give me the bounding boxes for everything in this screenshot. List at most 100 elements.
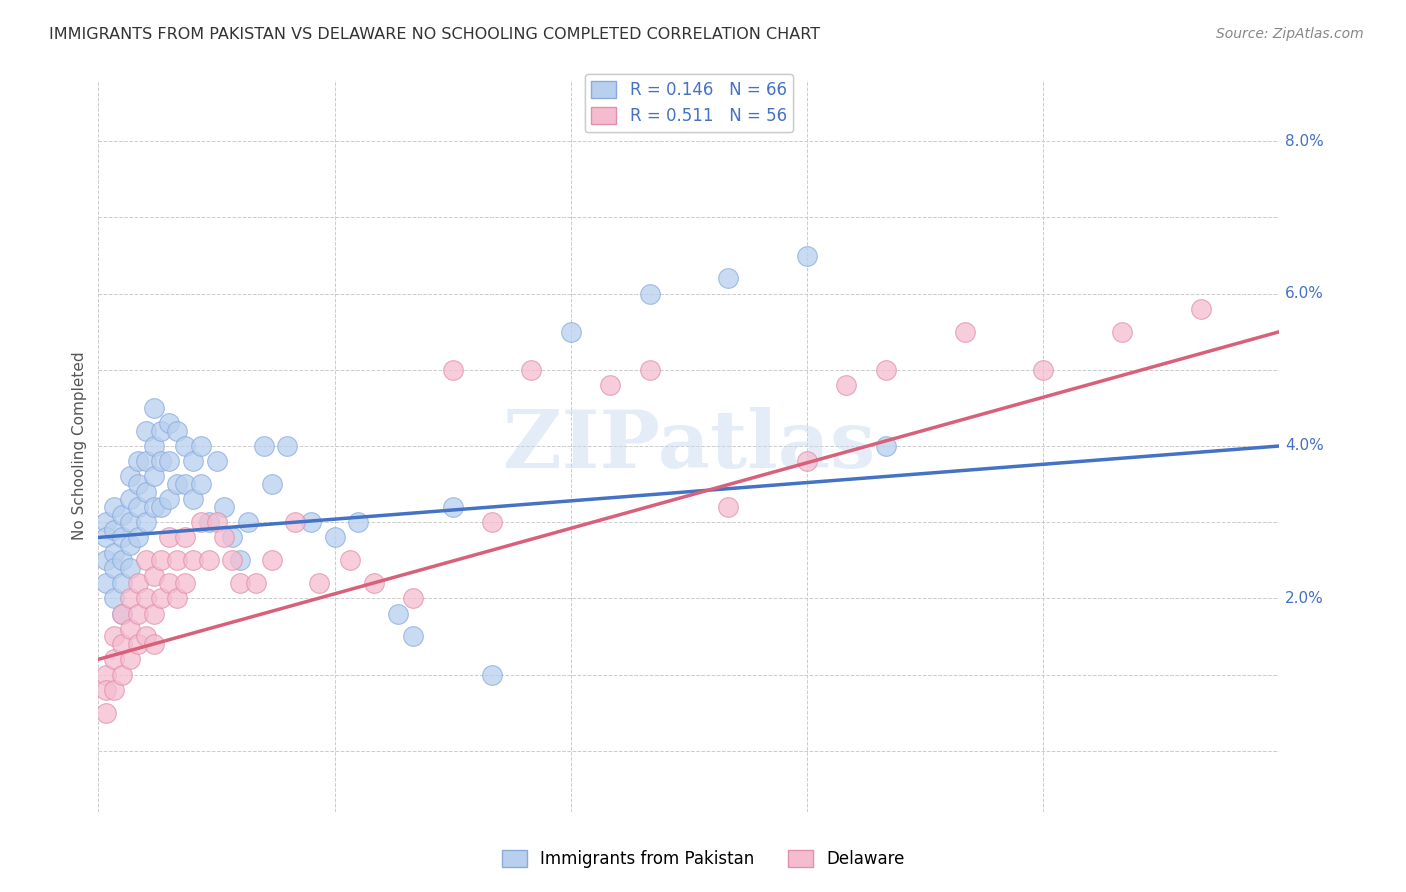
Point: [481, 667, 503, 681]
Point: [387, 607, 409, 621]
Point: [197, 515, 219, 529]
Point: [103, 500, 125, 514]
Point: [157, 416, 180, 430]
Point: [118, 469, 141, 483]
Point: [127, 637, 149, 651]
Point: [150, 424, 173, 438]
Point: [127, 500, 149, 514]
Point: [111, 530, 134, 544]
Point: [166, 591, 188, 606]
Point: [118, 652, 141, 666]
Point: [166, 477, 188, 491]
Point: [190, 515, 212, 529]
Point: [127, 530, 149, 544]
Point: [166, 424, 188, 438]
Point: [260, 553, 283, 567]
Point: [96, 706, 118, 720]
Point: [717, 271, 740, 285]
Point: [118, 538, 141, 552]
Point: [96, 553, 118, 567]
Point: [103, 546, 125, 560]
Point: [127, 607, 149, 621]
Legend: R = 0.146   N = 66, R = 0.511   N = 56: R = 0.146 N = 66, R = 0.511 N = 56: [585, 74, 793, 132]
Point: [166, 553, 188, 567]
Point: [174, 477, 197, 491]
Point: [118, 561, 141, 575]
Point: [638, 286, 661, 301]
Point: [103, 523, 125, 537]
Point: [221, 553, 243, 567]
Point: [1032, 363, 1054, 377]
Point: [135, 591, 157, 606]
Point: [150, 553, 173, 567]
Point: [174, 530, 197, 544]
Point: [118, 591, 141, 606]
Point: [111, 607, 134, 621]
Text: Source: ZipAtlas.com: Source: ZipAtlas.com: [1216, 27, 1364, 41]
Text: ZIPatlas: ZIPatlas: [503, 407, 875, 485]
Point: [142, 568, 165, 582]
Point: [150, 500, 173, 514]
Point: [599, 378, 621, 392]
Point: [229, 576, 252, 591]
Point: [135, 553, 157, 567]
Point: [181, 492, 204, 507]
Point: [402, 591, 425, 606]
Legend: Immigrants from Pakistan, Delaware: Immigrants from Pakistan, Delaware: [495, 843, 911, 875]
Point: [260, 477, 283, 491]
Text: 8.0%: 8.0%: [1285, 134, 1324, 149]
Point: [96, 667, 118, 681]
Point: [796, 248, 818, 262]
Point: [135, 515, 157, 529]
Point: [717, 500, 740, 514]
Point: [157, 530, 180, 544]
Point: [441, 500, 464, 514]
Point: [103, 561, 125, 575]
Point: [253, 439, 276, 453]
Point: [127, 576, 149, 591]
Point: [111, 667, 134, 681]
Point: [142, 469, 165, 483]
Point: [135, 454, 157, 468]
Point: [118, 515, 141, 529]
Point: [875, 439, 897, 453]
Point: [308, 576, 330, 591]
Point: [96, 682, 118, 697]
Point: [96, 576, 118, 591]
Point: [96, 530, 118, 544]
Point: [150, 591, 173, 606]
Point: [481, 515, 503, 529]
Point: [157, 576, 180, 591]
Point: [96, 515, 118, 529]
Point: [236, 515, 259, 529]
Point: [276, 439, 298, 453]
Point: [111, 508, 134, 522]
Point: [111, 637, 134, 651]
Point: [135, 424, 157, 438]
Point: [174, 576, 197, 591]
Point: [205, 515, 228, 529]
Point: [142, 401, 165, 415]
Point: [118, 492, 141, 507]
Point: [638, 363, 661, 377]
Point: [197, 553, 219, 567]
Point: [245, 576, 267, 591]
Point: [1111, 325, 1133, 339]
Point: [103, 682, 125, 697]
Point: [323, 530, 346, 544]
Point: [796, 454, 818, 468]
Point: [157, 454, 180, 468]
Point: [103, 652, 125, 666]
Point: [127, 477, 149, 491]
Text: 6.0%: 6.0%: [1285, 286, 1324, 301]
Point: [174, 439, 197, 453]
Point: [835, 378, 858, 392]
Point: [402, 630, 425, 644]
Point: [299, 515, 322, 529]
Point: [1189, 301, 1212, 316]
Point: [214, 500, 236, 514]
Point: [347, 515, 370, 529]
Y-axis label: No Schooling Completed: No Schooling Completed: [72, 351, 87, 541]
Point: [103, 591, 125, 606]
Point: [284, 515, 307, 529]
